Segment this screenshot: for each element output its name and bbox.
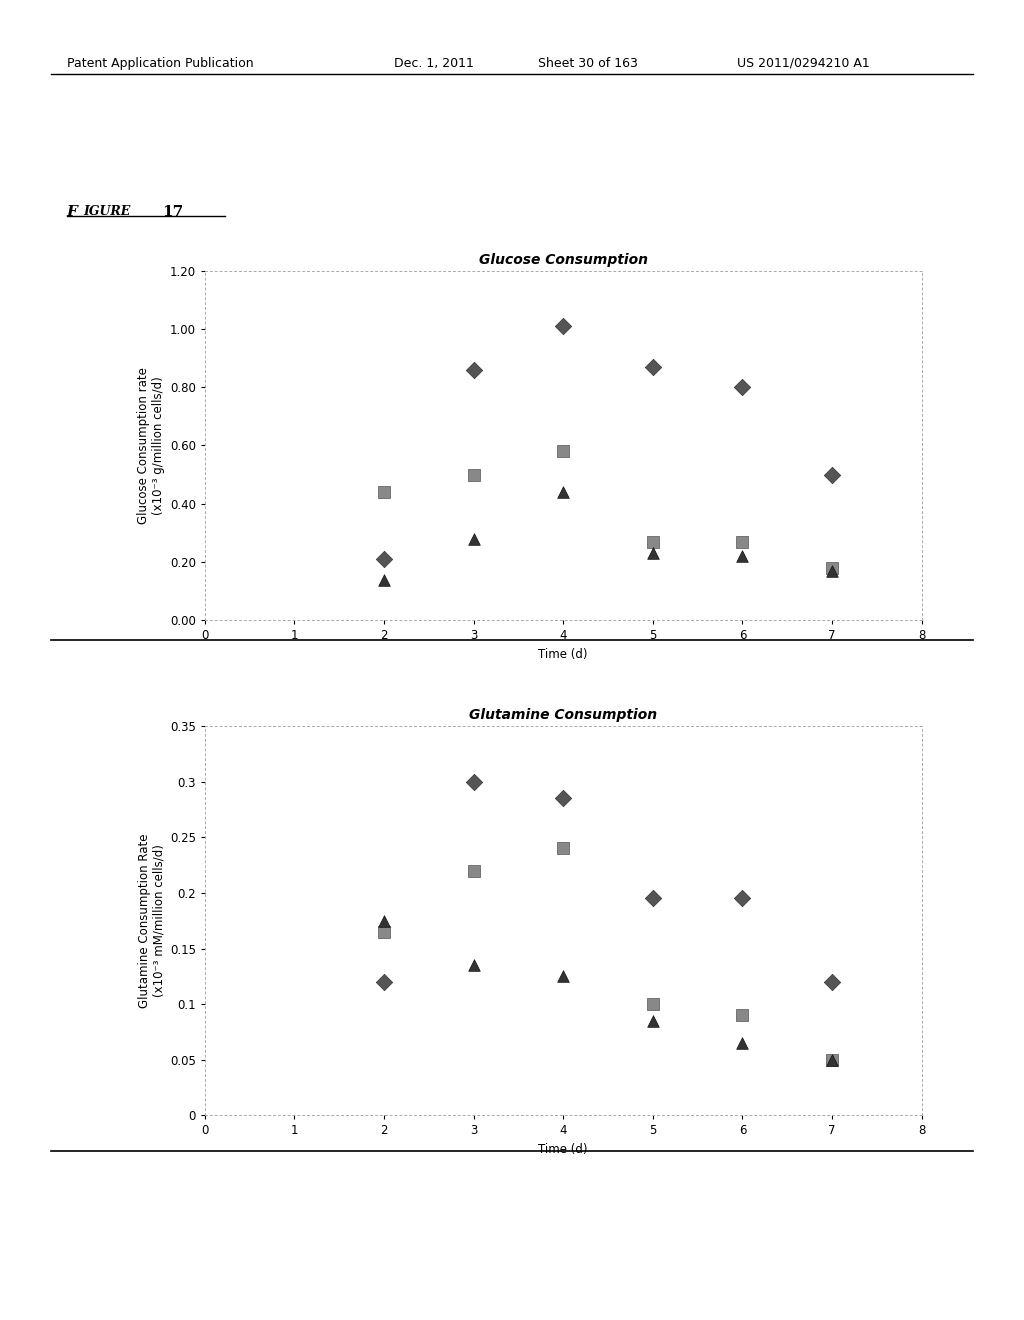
Y-axis label: Glucose Consumption rate
(x10⁻³ g/million cells/d): Glucose Consumption rate (x10⁻³ g/millio… <box>137 367 166 524</box>
Point <box>734 376 751 397</box>
Title: Glutamine Consumption: Glutamine Consumption <box>469 708 657 722</box>
Point <box>734 531 751 552</box>
Point <box>645 531 662 552</box>
Point <box>734 1005 751 1026</box>
Text: Dec. 1, 2011: Dec. 1, 2011 <box>394 57 474 70</box>
Point <box>823 1049 840 1071</box>
Point <box>734 545 751 566</box>
Point <box>645 1010 662 1031</box>
Point <box>823 557 840 578</box>
Point <box>645 994 662 1015</box>
Point <box>645 543 662 564</box>
Point <box>555 315 571 337</box>
Text: F: F <box>67 205 78 219</box>
Point <box>465 954 481 975</box>
Point <box>555 838 571 859</box>
Point <box>734 888 751 909</box>
Point <box>555 788 571 809</box>
Point <box>376 911 392 932</box>
Point <box>376 549 392 570</box>
Point <box>555 482 571 503</box>
Text: Sheet 30 of 163: Sheet 30 of 163 <box>538 57 638 70</box>
Point <box>376 972 392 993</box>
Point <box>376 482 392 503</box>
Point <box>823 465 840 486</box>
Point <box>645 888 662 909</box>
Text: Patent Application Publication: Patent Application Publication <box>67 57 253 70</box>
Point <box>465 861 481 882</box>
Point <box>823 1049 840 1071</box>
Text: US 2011/0294210 A1: US 2011/0294210 A1 <box>737 57 870 70</box>
Point <box>645 356 662 378</box>
Point <box>555 966 571 987</box>
Text: IGURE: IGURE <box>83 205 130 218</box>
Title: Glucose Consumption: Glucose Consumption <box>478 252 648 267</box>
Y-axis label: Glutamine Consumption Rate
(x10⁻³ mM/million cells/d): Glutamine Consumption Rate (x10⁻³ mM/mil… <box>137 833 166 1008</box>
Point <box>823 972 840 993</box>
Point <box>465 771 481 792</box>
Point <box>823 560 840 581</box>
Point <box>465 465 481 486</box>
Point <box>555 441 571 462</box>
Point <box>465 359 481 380</box>
Point <box>376 921 392 942</box>
Point <box>376 569 392 590</box>
Point <box>734 1032 751 1053</box>
Text: 17: 17 <box>162 205 183 219</box>
X-axis label: Time (d): Time (d) <box>539 1143 588 1156</box>
X-axis label: Time (d): Time (d) <box>539 648 588 661</box>
Point <box>465 528 481 549</box>
